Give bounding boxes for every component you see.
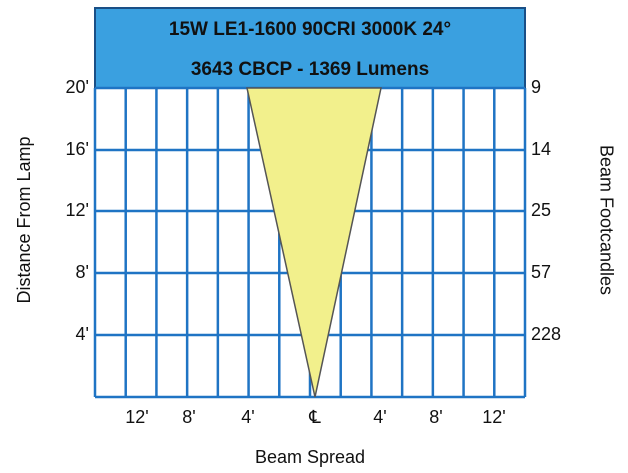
left-tick-label: 12' (66, 200, 89, 220)
right-tick-label: 228 (531, 324, 561, 344)
header-line: 3643 CBCP - 1369 Lumens (191, 59, 429, 80)
right-tick-label: 25 (531, 200, 551, 220)
bottom-tick-label: ℄ (308, 407, 321, 427)
bottom-tick-label: 4' (373, 407, 386, 427)
bottom-tick-label: 4' (241, 407, 254, 427)
bottom-tick-label: 12' (482, 407, 505, 427)
bottom-tick-label: 12' (125, 407, 148, 427)
header-line: 15W LE1-1600 90CRI 3000K 24° (169, 19, 451, 40)
right-tick-label: 9 (531, 77, 541, 97)
bottom-axis-label: Beam Spread (255, 447, 365, 467)
left-axis-label: Distance From Lamp (14, 136, 34, 303)
header-box (94, 7, 526, 89)
left-tick-label: 20' (66, 77, 89, 97)
right-tick-label: 57 (531, 262, 551, 282)
left-tick-label: 4' (76, 324, 89, 344)
left-tick-label: 8' (76, 262, 89, 282)
right-axis-label: Beam Footcandles (596, 145, 616, 295)
bottom-tick-label: 8' (429, 407, 442, 427)
beam-cone (246, 87, 382, 398)
bottom-tick-label: 8' (182, 407, 195, 427)
left-tick-label: 16' (66, 139, 89, 159)
right-tick-label: 14 (531, 139, 551, 159)
